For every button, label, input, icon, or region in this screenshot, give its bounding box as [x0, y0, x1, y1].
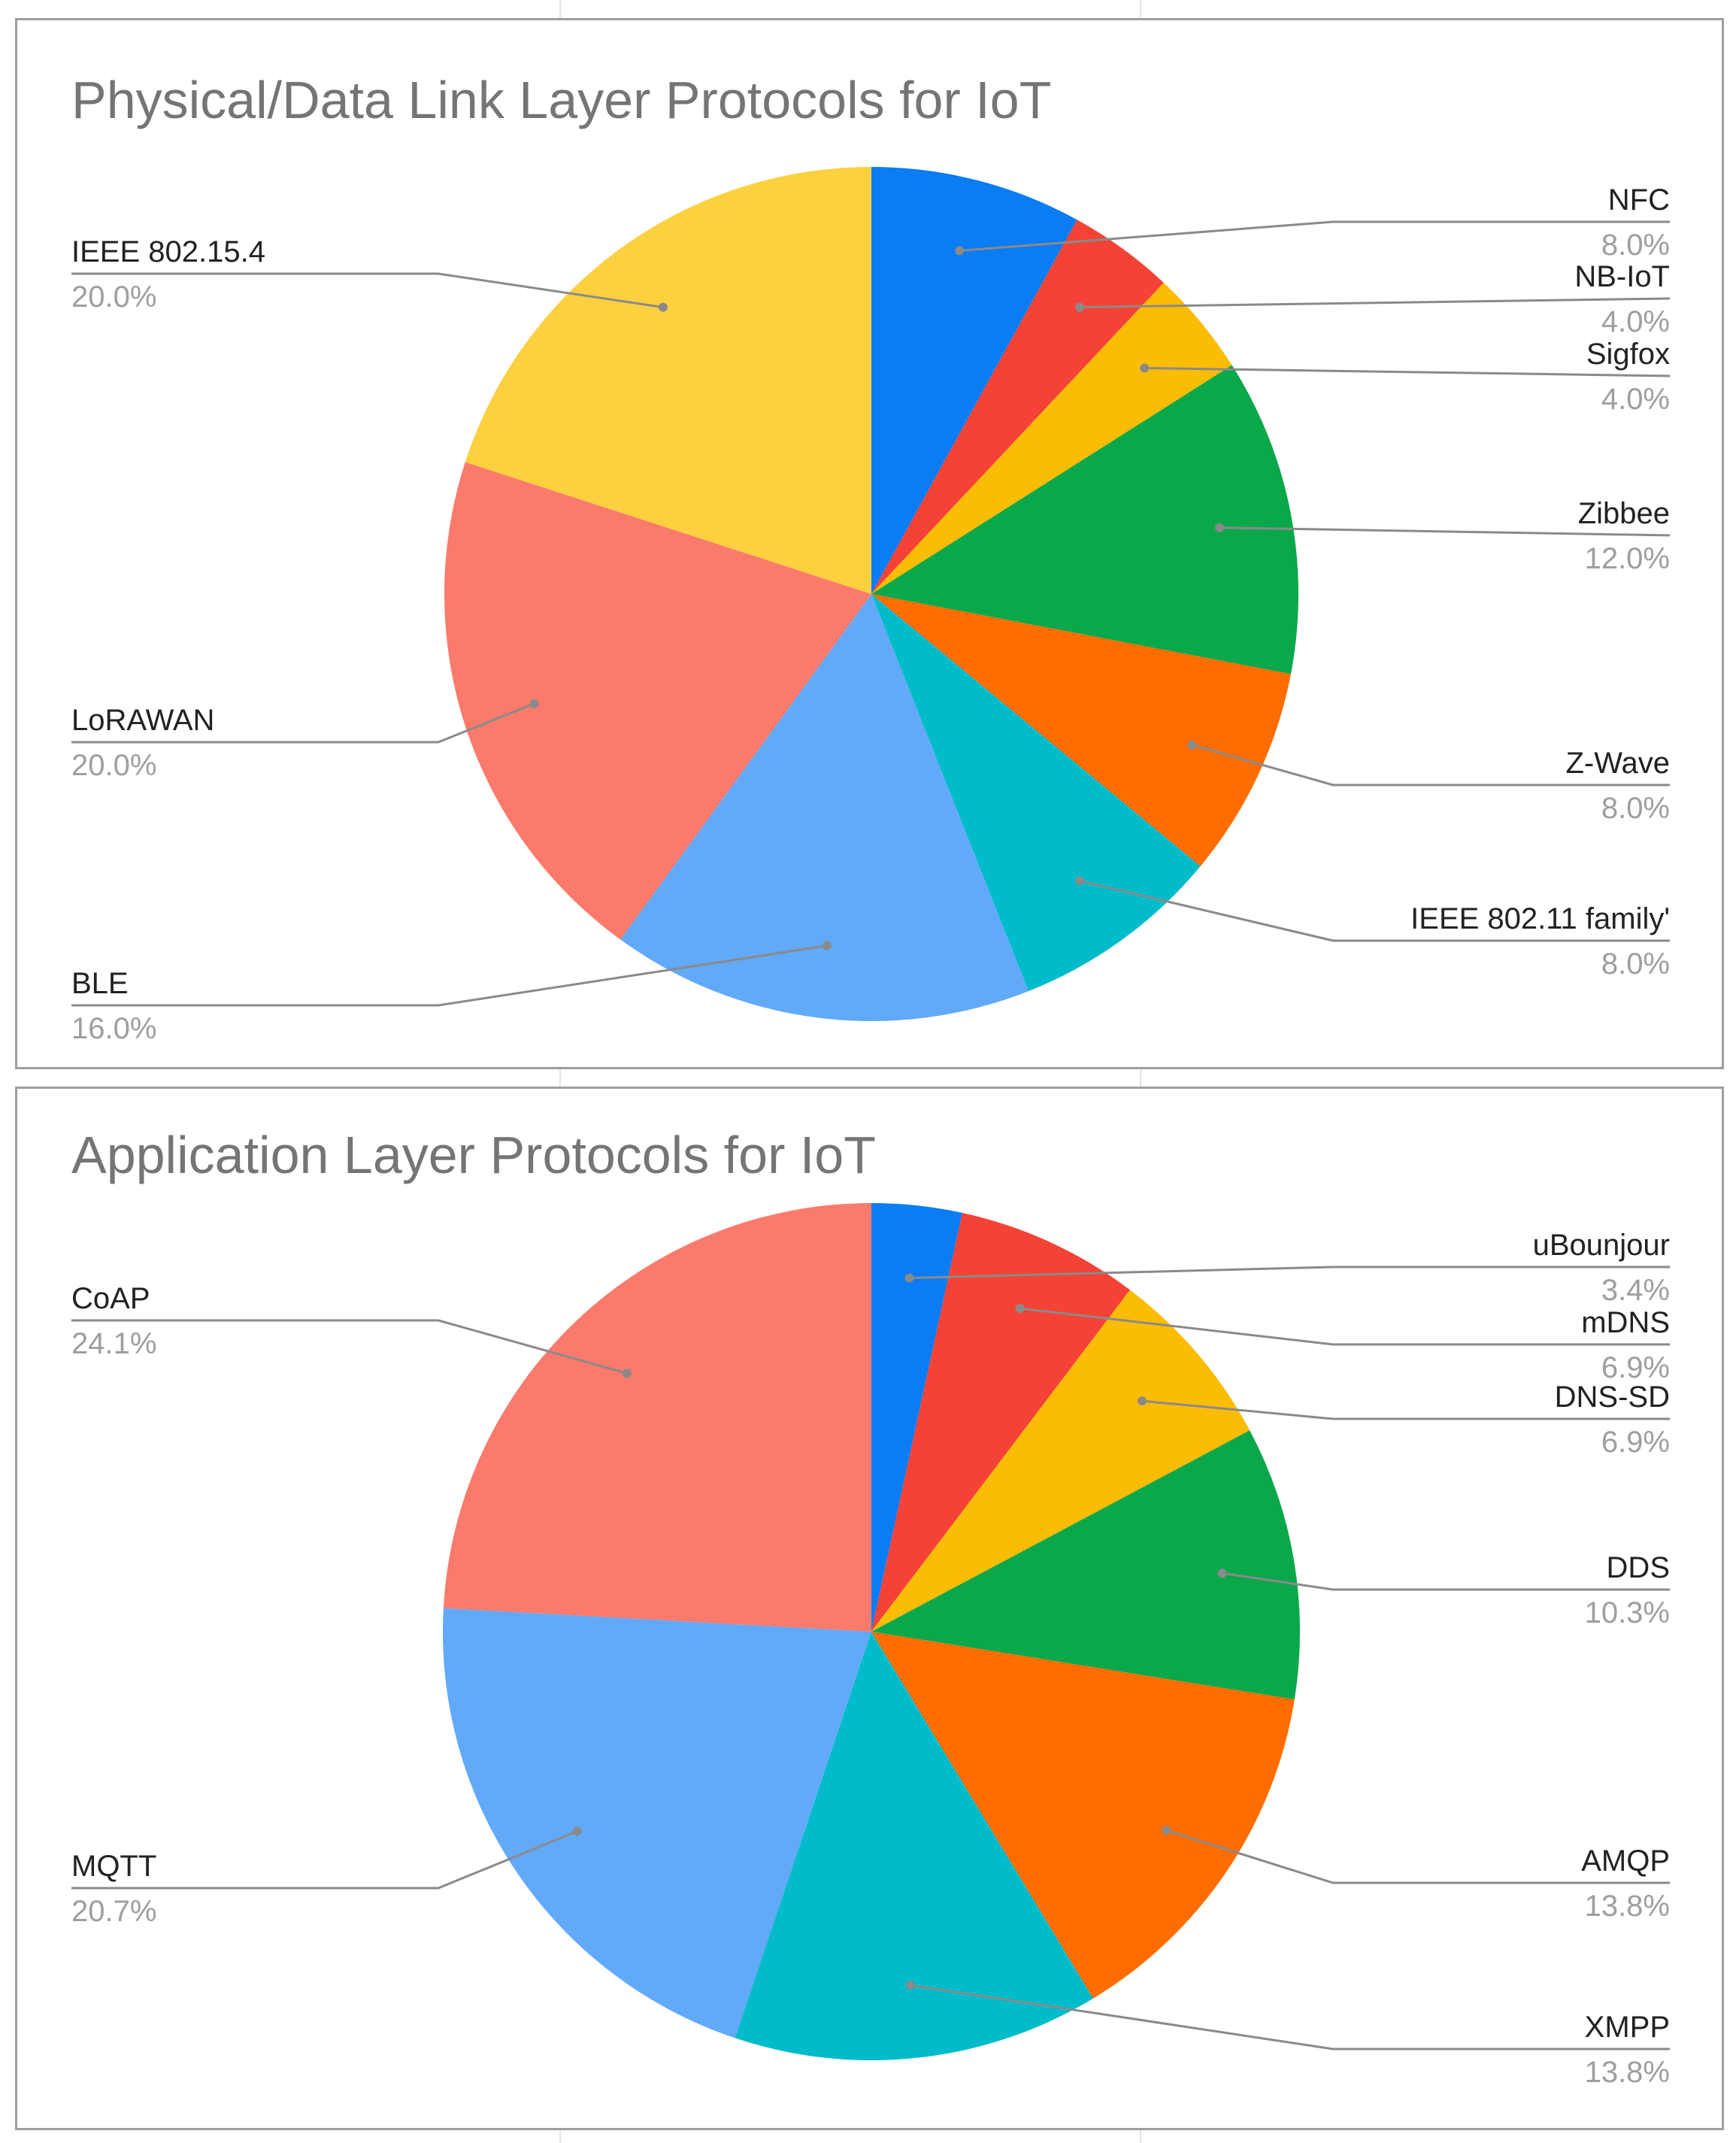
- leader-line-mqtt: [71, 1830, 577, 1890]
- chart-title: Application Layer Protocols for IoT: [71, 1126, 876, 1184]
- slice-percent-mqtt: 20.7%: [71, 1895, 156, 1928]
- slice-percent-zibbee: 12.0%: [1585, 542, 1670, 575]
- chart-panel-application-layer[interactable]: Application Layer Protocols for IoT uBou…: [15, 1087, 1724, 2130]
- leader-dot-nfc: [955, 246, 965, 256]
- slice-label-nfc: NFC: [1608, 183, 1670, 217]
- leader-dot-sigfox: [1140, 363, 1150, 373]
- leader-dot-amqp: [1162, 1826, 1171, 1835]
- slice-label-zibbee: Zibbee: [1578, 497, 1670, 530]
- slice-label-nb-iot: NB-IoT: [1574, 260, 1670, 293]
- leader-line-sigfox: [1144, 367, 1671, 377]
- chart-title: Physical/Data Link Layer Protocols for I…: [71, 71, 1051, 129]
- pie-slice-mdns[interactable]: [871, 1212, 1130, 1632]
- leader-dot-ieee-802-11-family: [1075, 876, 1085, 886]
- leader-dot-mdns: [1015, 1304, 1025, 1314]
- pie-slice-sigfox[interactable]: [871, 282, 1232, 594]
- leader-lines: [71, 220, 1671, 1007]
- leader-line-ieee-802-15-4: [71, 272, 664, 309]
- pie-slice-ieee-802-11-family[interactable]: [871, 594, 1201, 992]
- pie-slice-amqp[interactable]: [871, 1632, 1295, 1999]
- slice-label-lorawan: LoRAWAN: [71, 704, 214, 737]
- slice-percent-amqp: 13.8%: [1585, 1890, 1670, 1923]
- leader-line-mdns: [1019, 1307, 1670, 1346]
- leader-line-xmpp: [910, 1984, 1670, 2051]
- slice-label-ble: BLE: [71, 967, 129, 1000]
- pie-slice-coap[interactable]: [443, 1203, 871, 1632]
- leader-dot-z-wave: [1187, 740, 1197, 750]
- pie-slice-dns-sd[interactable]: [871, 1290, 1250, 1632]
- leader-line-nb-iot: [1080, 297, 1671, 309]
- slice-percent-sigfox: 4.0%: [1601, 383, 1670, 416]
- slice-percent-mdns: 6.9%: [1601, 1351, 1670, 1384]
- slice-label-dns-sd: DNS-SD: [1555, 1381, 1670, 1414]
- leader-line-ubounjour: [909, 1265, 1670, 1280]
- slice-label-coap: CoAP: [71, 1282, 150, 1315]
- pie-chart-physical-datalink: Physical/Data Link Layer Protocols for I…: [71, 71, 1671, 1045]
- chart-panel-physical-datalink[interactable]: Physical/Data Link Layer Protocols for I…: [15, 18, 1724, 1069]
- leader-dot-ble: [822, 941, 832, 950]
- pie-slice-xmpp[interactable]: [735, 1632, 1094, 2061]
- slice-label-sigfox: Sigfox: [1586, 338, 1670, 371]
- slice-labels: uBounjour3.4%mDNS6.9%DNS-SD6.9%DDS10.3%A…: [71, 1229, 1670, 2089]
- slice-label-ieee-802-11-family: IEEE 802.11 family': [1410, 902, 1670, 935]
- leader-line-dns-sd: [1141, 1399, 1670, 1420]
- pie-slice-z-wave[interactable]: [871, 594, 1291, 867]
- leader-dot-xmpp: [906, 1981, 915, 1990]
- leader-dot-coap: [622, 1369, 632, 1378]
- slice-percent-nb-iot: 4.0%: [1601, 305, 1670, 338]
- slice-percent-coap: 24.1%: [71, 1327, 156, 1360]
- slice-label-ieee-802-15-4: IEEE 802.15.4: [71, 235, 265, 268]
- slice-percent-ieee-802-15-4: 20.0%: [71, 280, 156, 314]
- slice-percent-ieee-802-11-family: 8.0%: [1601, 947, 1670, 981]
- slice-percent-ubounjour: 3.4%: [1601, 1274, 1670, 1307]
- leader-line-nfc: [959, 220, 1670, 252]
- slice-percent-dns-sd: 6.9%: [1601, 1426, 1670, 1459]
- leader-line-zibbee: [1219, 526, 1671, 537]
- pie-slice-dds[interactable]: [871, 1430, 1301, 1700]
- leader-line-ble: [71, 944, 828, 1007]
- leader-dot-mqtt: [572, 1826, 582, 1836]
- slice-percent-lorawan: 20.0%: [71, 749, 156, 782]
- leader-dot-dds: [1217, 1569, 1227, 1578]
- slice-label-z-wave: Z-Wave: [1565, 747, 1670, 780]
- pie-slice-zibbee[interactable]: [871, 365, 1299, 674]
- pie-slice-ieee-802-15-4[interactable]: [465, 167, 871, 594]
- slice-label-ubounjour: uBounjour: [1533, 1229, 1670, 1262]
- leader-dot-dns-sd: [1138, 1396, 1147, 1406]
- slice-label-mdns: mDNS: [1581, 1306, 1670, 1339]
- leader-line-dds: [1222, 1572, 1670, 1591]
- slice-labels: NFC8.0%NB-IoT4.0%Sigfox4.0%Zibbee12.0%Z-…: [71, 183, 1670, 1045]
- slice-label-dds: DDS: [1607, 1551, 1670, 1584]
- slice-percent-xmpp: 13.8%: [1585, 2056, 1670, 2089]
- leader-dot-nb-iot: [1075, 302, 1085, 312]
- leader-line-ieee-802-11-family: [1079, 879, 1670, 942]
- slice-label-mqtt: MQTT: [71, 1850, 156, 1883]
- slice-percent-ble: 16.0%: [71, 1012, 156, 1045]
- leader-line-coap: [71, 1319, 628, 1375]
- pie-slice-lorawan[interactable]: [444, 462, 871, 940]
- pie-slice-nfc[interactable]: [871, 167, 1077, 594]
- pie-slice-mqtt[interactable]: [442, 1608, 871, 2038]
- leader-line-z-wave: [1192, 744, 1670, 787]
- pie-slices: [442, 1203, 1301, 2061]
- leader-dot-ubounjour: [904, 1273, 914, 1283]
- leader-lines: [71, 1265, 1670, 2051]
- leader-dot-ieee-802-15-4: [658, 302, 668, 312]
- pie-slices: [444, 167, 1299, 1021]
- pie-slice-nb-iot[interactable]: [871, 220, 1164, 594]
- leader-dot-lorawan: [529, 699, 539, 708]
- pie-chart-application-layer: Application Layer Protocols for IoT uBou…: [71, 1126, 1670, 2089]
- slice-percent-z-wave: 8.0%: [1601, 792, 1670, 825]
- pie-slice-ubounjour[interactable]: [871, 1203, 962, 1632]
- slice-label-xmpp: XMPP: [1585, 2011, 1670, 2044]
- leader-line-lorawan: [71, 702, 535, 744]
- leader-line-amqp: [1165, 1829, 1670, 1884]
- slice-percent-nfc: 8.0%: [1601, 229, 1670, 262]
- pie-slice-ble[interactable]: [620, 594, 1029, 1021]
- leader-dot-zibbee: [1215, 523, 1225, 532]
- slice-percent-dds: 10.3%: [1585, 1596, 1670, 1629]
- slice-label-amqp: AMQP: [1581, 1844, 1670, 1878]
